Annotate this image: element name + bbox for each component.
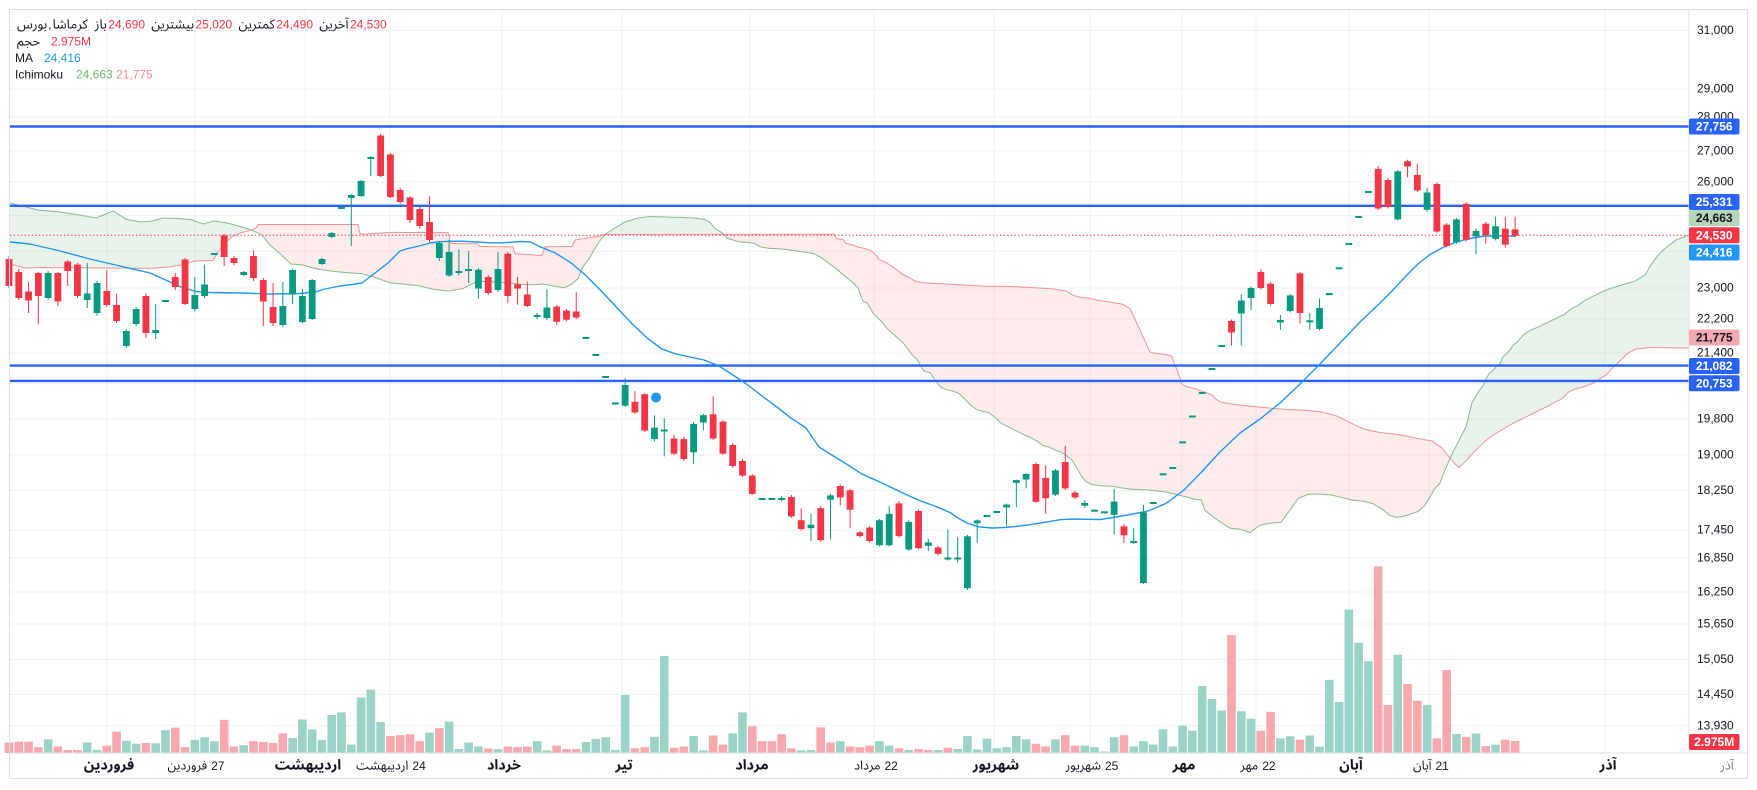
svg-text:21,082: 21,082 <box>1696 359 1733 373</box>
svg-text:16,850: 16,850 <box>1697 551 1734 565</box>
svg-text:24: 24 <box>412 759 426 773</box>
svg-text:22: 22 <box>885 759 899 773</box>
svg-text:24,530: 24,530 <box>350 18 387 32</box>
svg-text:Ichimoku: Ichimoku <box>15 68 63 82</box>
svg-text:27,756: 27,756 <box>1696 119 1733 133</box>
svg-text:19,000: 19,000 <box>1697 448 1734 462</box>
svg-text:21,400: 21,400 <box>1697 346 1734 360</box>
svg-text:26,000: 26,000 <box>1697 175 1734 189</box>
svg-text:29,000: 29,000 <box>1697 82 1734 96</box>
svg-text:22: 22 <box>1262 759 1276 773</box>
svg-text:24,530: 24,530 <box>1696 228 1733 242</box>
svg-text:20,753: 20,753 <box>1696 376 1733 390</box>
svg-text:24,663: 24,663 <box>1696 211 1733 225</box>
svg-text:24,416: 24,416 <box>44 51 81 65</box>
svg-text:18,250: 18,250 <box>1697 483 1734 497</box>
svg-text:2.975M: 2.975M <box>1694 735 1734 749</box>
svg-text:27: 27 <box>211 759 225 773</box>
svg-text:25,331: 25,331 <box>1696 195 1733 209</box>
svg-text:24,663: 24,663 <box>76 68 113 82</box>
svg-text:2.975M: 2.975M <box>51 35 91 49</box>
svg-text:24,416: 24,416 <box>1696 245 1733 259</box>
svg-text:21: 21 <box>1436 759 1450 773</box>
svg-text:15,650: 15,650 <box>1697 617 1734 631</box>
svg-text:27,000: 27,000 <box>1697 144 1734 158</box>
svg-text:25: 25 <box>1105 759 1119 773</box>
svg-text:24,490: 24,490 <box>276 18 313 32</box>
svg-text:25,020: 25,020 <box>196 18 233 32</box>
svg-text:24,690: 24,690 <box>108 18 145 32</box>
svg-text:22,200: 22,200 <box>1697 312 1734 326</box>
svg-text:17,450: 17,450 <box>1697 523 1734 537</box>
svg-text:MA: MA <box>15 51 33 65</box>
svg-text:23,000: 23,000 <box>1697 281 1734 295</box>
svg-text:15,050: 15,050 <box>1697 652 1734 666</box>
svg-text:31,000: 31,000 <box>1697 23 1734 37</box>
svg-text:21,775: 21,775 <box>116 68 153 82</box>
svg-text:19,800: 19,800 <box>1697 412 1734 426</box>
svg-text:16,250: 16,250 <box>1697 585 1734 599</box>
svg-text:13,930: 13,930 <box>1697 718 1734 732</box>
svg-text:,: , <box>48 18 51 32</box>
svg-text:21,775: 21,775 <box>1696 330 1733 344</box>
svg-text:14,450: 14,450 <box>1697 687 1734 701</box>
